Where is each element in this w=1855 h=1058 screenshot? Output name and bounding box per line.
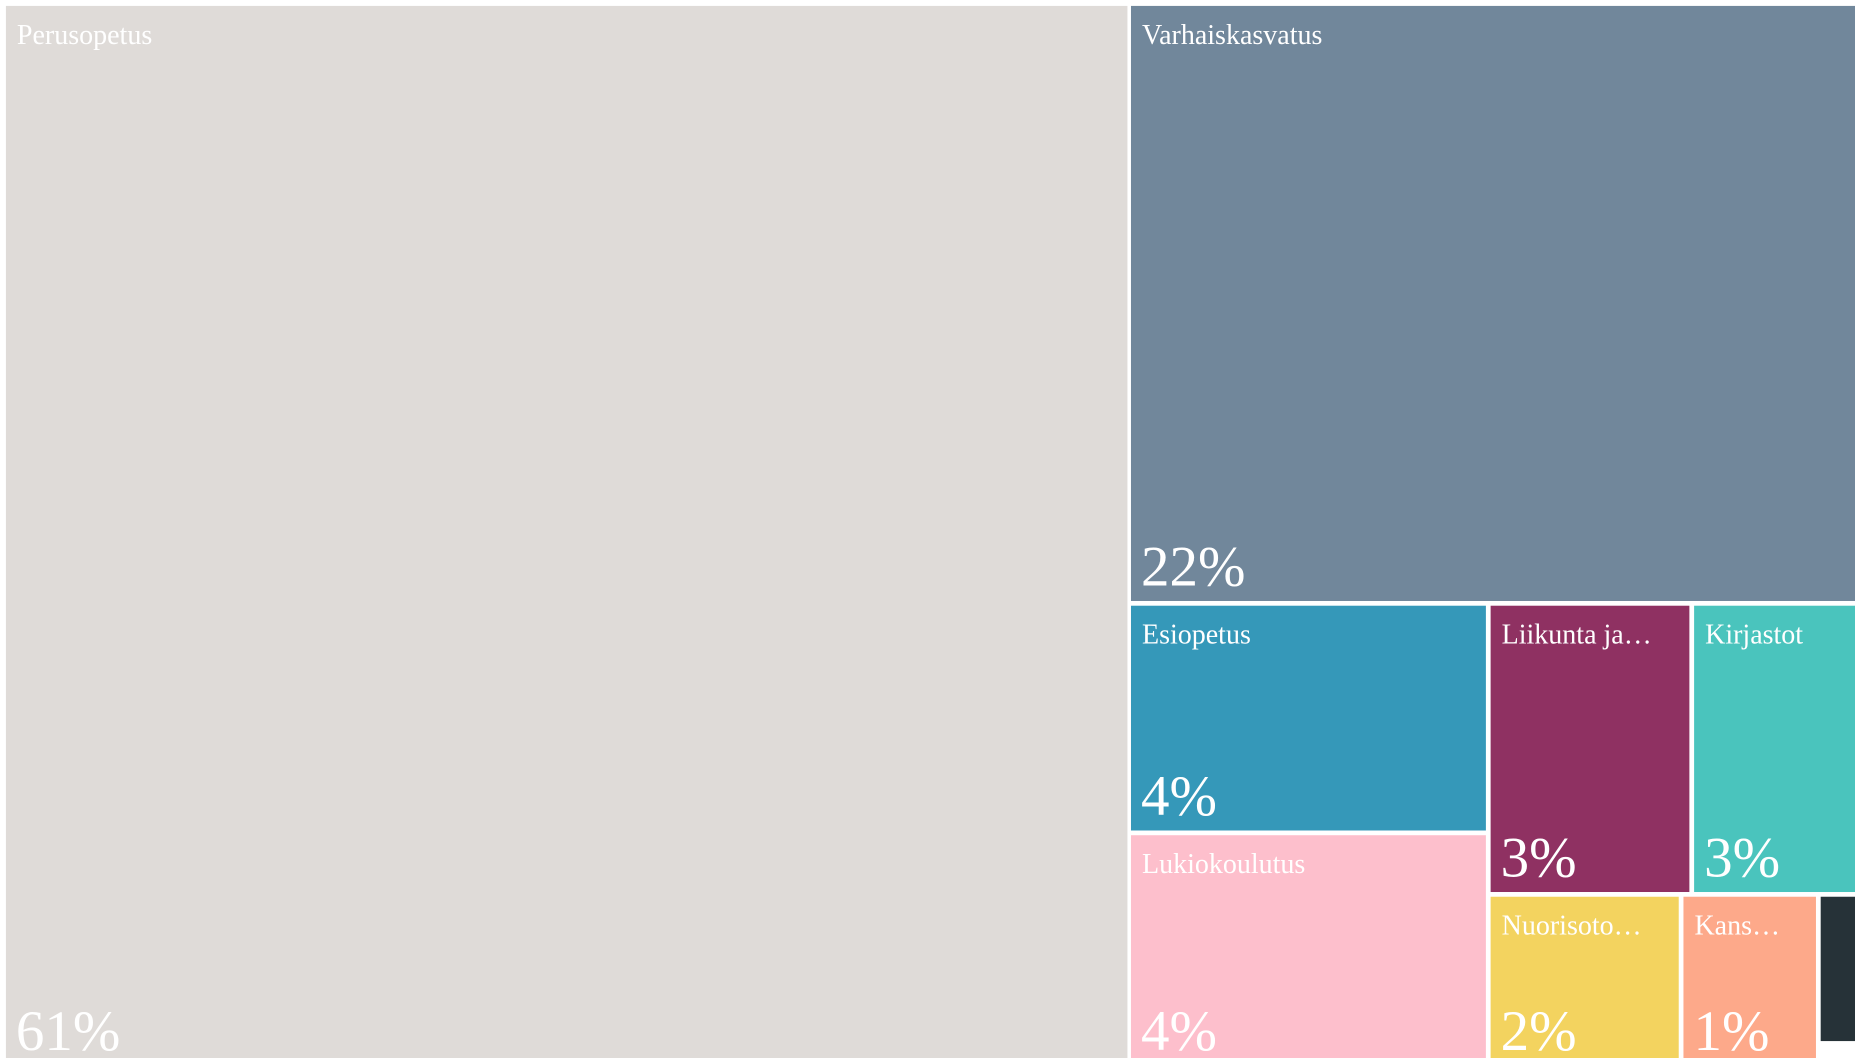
tile <box>1683 896 1816 1058</box>
tile-value-label: 2% <box>1501 1000 1577 1058</box>
tile <box>1490 605 1690 893</box>
tile-label: Liikunta ja… <box>1502 620 1652 651</box>
tile-value-label: 1% <box>1693 1000 1769 1058</box>
tile <box>1130 605 1486 831</box>
tile-label: Nuorisoto… <box>1502 911 1642 942</box>
tile <box>1130 835 1486 1058</box>
tile-value-label: 61% <box>16 1000 120 1058</box>
tile-value-label: 3% <box>1501 827 1577 890</box>
tile-label: Perusopetus <box>17 20 152 51</box>
tile <box>1130 5 1855 601</box>
tile-value-label: 3% <box>1704 827 1780 890</box>
tile <box>5 5 1128 1058</box>
tile-value-label: 4% <box>1141 765 1217 828</box>
tile-label: Esiopetus <box>1142 620 1251 651</box>
tile-label: Lukiokoulutus <box>1142 849 1305 880</box>
tile-label: Varhaiskasvatus <box>1142 20 1322 51</box>
tile-value-label: 4% <box>1141 1000 1217 1058</box>
tile <box>1820 896 1855 1042</box>
tile-label: Kirjastot <box>1705 620 1803 651</box>
tile <box>1694 605 1855 893</box>
tile-label: Kans… <box>1694 911 1780 942</box>
tile-value-label: 22% <box>1141 536 1245 599</box>
tile <box>1490 896 1679 1058</box>
